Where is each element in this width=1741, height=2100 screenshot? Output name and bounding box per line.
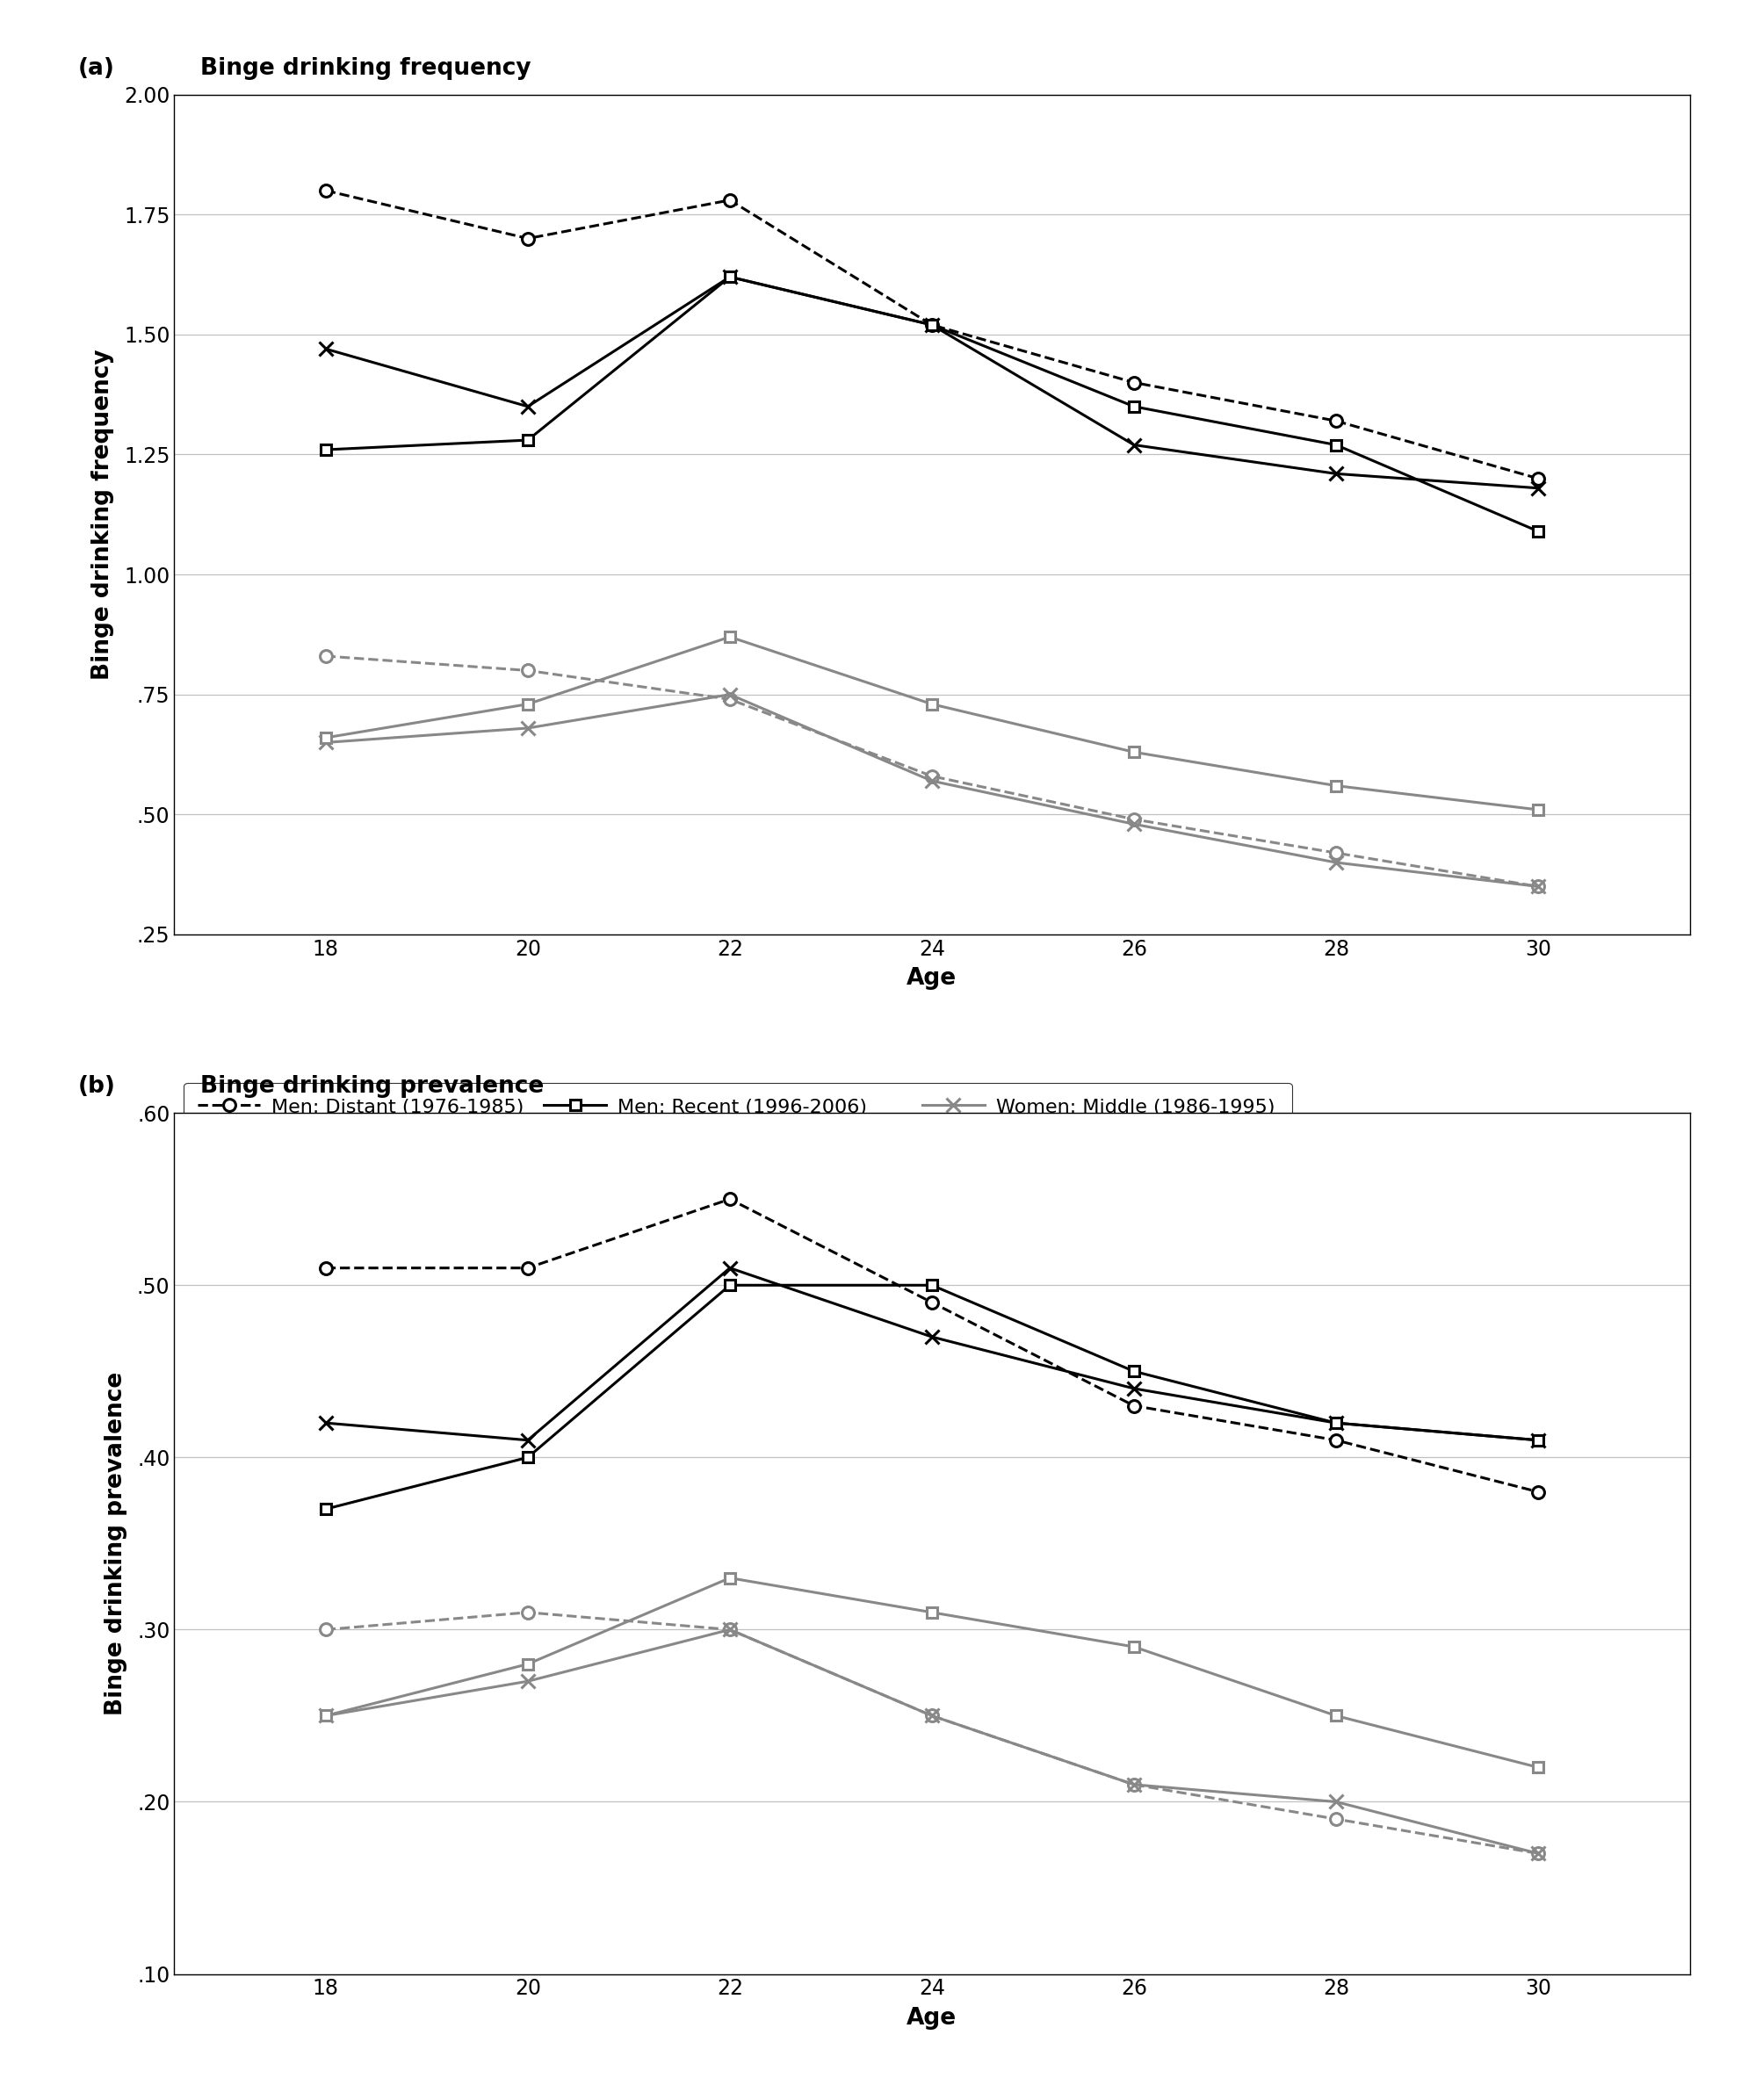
Y-axis label: Binge drinking prevalence: Binge drinking prevalence bbox=[104, 1371, 127, 1716]
Text: Binge drinking frequency: Binge drinking frequency bbox=[200, 57, 531, 80]
X-axis label: Age: Age bbox=[907, 968, 956, 989]
X-axis label: Age: Age bbox=[907, 2008, 956, 2029]
Legend: Men: Distant (1976-1985), Men: Middle (1986-1995), Men: Recent (1996-2006), Wome: Men: Distant (1976-1985), Men: Middle (1… bbox=[185, 1084, 1292, 1159]
Y-axis label: Binge drinking frequency: Binge drinking frequency bbox=[91, 349, 113, 680]
Text: (a): (a) bbox=[78, 57, 115, 80]
Text: Binge drinking prevalence: Binge drinking prevalence bbox=[200, 1075, 543, 1098]
Text: (b): (b) bbox=[78, 1075, 117, 1098]
